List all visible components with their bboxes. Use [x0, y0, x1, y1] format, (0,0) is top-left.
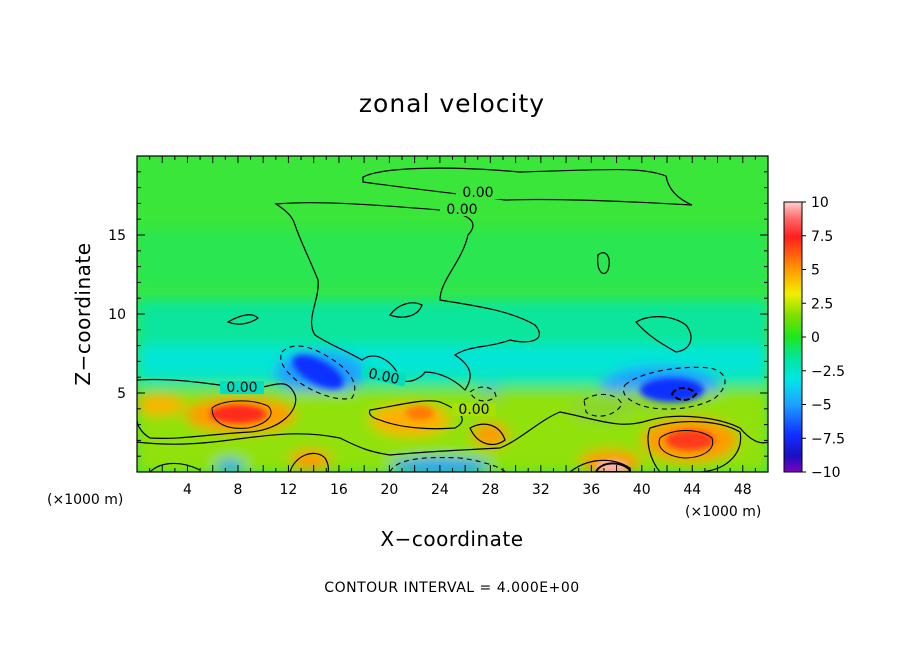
contour-neg-4-small-1	[583, 393, 623, 417]
contour-zero-lower-5	[647, 421, 742, 472]
contour-zero-island-1	[226, 314, 259, 325]
contour-neg-4-right	[622, 366, 726, 410]
contour-label: 0.00	[458, 402, 489, 418]
contour-pos-4-left	[211, 400, 272, 429]
contour-zero-main	[274, 202, 540, 391]
colorbar-tick-label: 2.5	[811, 296, 833, 312]
contour-zero-lower-3	[368, 400, 463, 430]
colorbar-ticks: 10 7.5 5 2.5 0 −2.5 −5 −7.5 −10	[802, 195, 845, 481]
x-tick-label: 16	[330, 482, 348, 498]
contour-lines-dashed	[280, 345, 726, 472]
contour-pos-8-bottom	[594, 462, 631, 472]
contour-zero-lower-4	[469, 423, 506, 446]
x-tick-label: 8	[233, 482, 242, 498]
x-units-left: (×1000 m)	[47, 492, 123, 508]
y-tick-label: 5	[117, 386, 126, 402]
x-units-right: (×1000 m)	[685, 504, 761, 520]
x-tick-label: 12	[280, 482, 298, 498]
colorbar-tick-label: −7.5	[811, 431, 845, 447]
x-tick-label: 32	[532, 482, 550, 498]
contour-zero-island-4	[635, 316, 692, 353]
contour-interval-note: CONTOUR INTERVAL = 4.000E+00	[324, 580, 579, 596]
field-cores	[210, 355, 714, 472]
x-tick-label: 4	[183, 482, 192, 498]
contour-label: 0.00	[226, 380, 257, 396]
x-tick-label: 24	[431, 482, 449, 498]
y-tick-label: 15	[108, 228, 126, 244]
contour-zero-lower	[137, 378, 297, 439]
colorbar-tick-label: 10	[811, 195, 829, 211]
x-tick-label: 28	[481, 482, 499, 498]
contour-zero-lower-2	[137, 411, 768, 456]
x-tick-label: 44	[683, 482, 701, 498]
contour-neg-8-core	[670, 387, 698, 401]
x-tick-label: 20	[380, 482, 398, 498]
contour-zero-island-2	[389, 302, 423, 318]
contour-label: 0.00	[462, 185, 493, 201]
x-axis-ticks: 4 8 12 16 20 24 28 32 36 40 44 48	[136, 156, 769, 498]
contour-pos-4-right	[658, 430, 714, 459]
contour-zero-lower-8	[149, 462, 201, 472]
colorbar-tick-label: 0	[811, 330, 820, 346]
contour-neg-4-bottom	[389, 457, 506, 472]
colorbar-tick-label: 5	[811, 263, 820, 279]
contour-label: 0.00	[367, 366, 401, 388]
contour-label: 0.00	[446, 202, 477, 218]
contour-label-group: 0.00 0.00 0.00 0.00 0.00	[220, 185, 500, 418]
colorbar-tick-label: −10	[811, 465, 841, 481]
x-tick-label: 48	[734, 482, 752, 498]
x-tick-label: 36	[582, 482, 600, 498]
colorbar-tick-label: 7.5	[811, 229, 833, 245]
colorbar: 10 7.5 5 2.5 0 −2.5 −5 −7.5 −10	[783, 195, 845, 481]
colorbar-gradient	[783, 201, 803, 473]
y-tick-label: 10	[108, 307, 126, 323]
contour-neg-4-left	[280, 345, 356, 400]
chart-title: zonal velocity	[359, 89, 545, 118]
contour-zero-lower-7	[289, 452, 329, 472]
colorbar-tick-label: −5	[811, 398, 832, 414]
contour-neg-4-small-2	[469, 386, 497, 402]
y-axis-ticks: 5 10 15	[108, 155, 768, 473]
contour-zero-island-3	[597, 252, 610, 275]
y-axis-label: Z−coordinate	[71, 242, 95, 385]
x-tick-label: 40	[633, 482, 651, 498]
x-axis-label: X−coordinate	[380, 527, 523, 551]
colorbar-tick-label: −2.5	[811, 364, 845, 380]
contour-zero-lower-6	[569, 459, 631, 472]
contour-lines-positive	[211, 400, 714, 472]
